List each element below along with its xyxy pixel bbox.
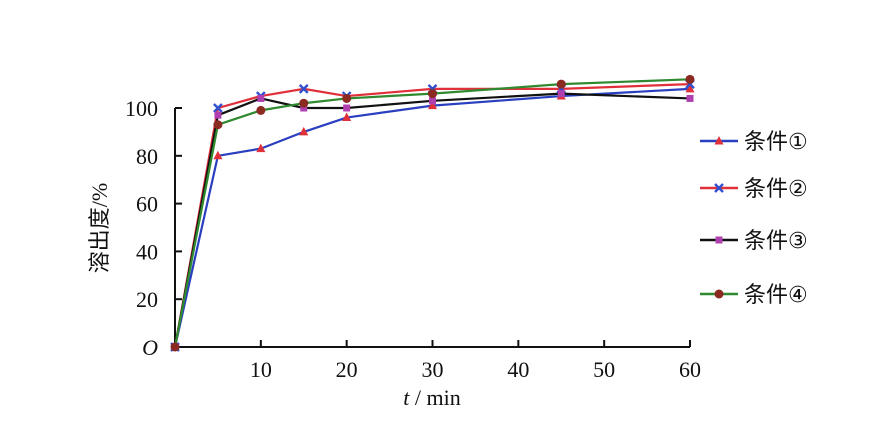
data-point <box>714 289 724 299</box>
series-2 <box>170 79 695 352</box>
data-point <box>170 342 180 352</box>
x-axis-title: t / min <box>403 385 460 410</box>
data-point <box>213 120 223 130</box>
data-point <box>214 111 222 119</box>
data-point <box>428 100 437 110</box>
data-point <box>556 79 566 89</box>
x-ticks: 10 20 30 40 50 60 <box>250 340 701 382</box>
data-point <box>213 150 223 160</box>
data-point <box>299 98 309 108</box>
legend-item-4: 条件④ <box>700 283 808 308</box>
y-axis-title: 溶出度/% <box>87 183 112 273</box>
data-point <box>257 94 265 102</box>
data-point <box>715 236 723 244</box>
legend-label: 条件③ <box>744 229 808 254</box>
legend-item-2: 条件② <box>700 177 808 202</box>
y-tick-label: 100 <box>125 96 158 121</box>
data-point <box>685 83 695 93</box>
legend-item-3: 条件③ <box>700 229 808 254</box>
data-point <box>714 183 724 193</box>
x-axis-title-unit: / min <box>409 385 460 410</box>
data-point <box>557 90 565 98</box>
y-tick-label: 20 <box>136 287 158 312</box>
y-tick-label: 80 <box>136 144 158 169</box>
legend-item-1: 条件① <box>700 130 808 155</box>
data-point <box>300 104 308 112</box>
data-point <box>343 104 351 112</box>
x-tick-label: 30 <box>422 357 444 382</box>
data-point <box>213 103 223 113</box>
data-point <box>298 84 309 94</box>
data-point <box>428 89 437 99</box>
axes <box>174 108 690 348</box>
series-group <box>170 74 695 352</box>
series-4 <box>170 74 695 352</box>
legend-label: 条件④ <box>744 283 808 308</box>
data-point <box>342 112 352 122</box>
data-point <box>686 94 694 102</box>
data-point <box>256 143 266 153</box>
series-3 <box>171 90 694 351</box>
x-tick-label: 60 <box>679 357 701 382</box>
legend-label: 条件② <box>744 177 808 202</box>
data-point <box>256 105 266 115</box>
x-tick-label: 50 <box>593 357 615 382</box>
data-point <box>685 74 695 84</box>
legend: 条件① 条件② 条件③ 条件④ <box>700 130 808 308</box>
series-1 <box>170 83 695 351</box>
data-point <box>429 97 436 105</box>
x-tick-label: 40 <box>507 357 529 382</box>
x-tick-label: 10 <box>250 357 272 382</box>
x-tick-label: 20 <box>336 357 358 382</box>
x-axis-title-var: t <box>403 385 410 410</box>
y-tick-label: 60 <box>136 192 158 217</box>
data-point <box>299 126 309 136</box>
origin-label: O <box>142 335 158 360</box>
y-ticks: 20 40 60 80 100 <box>125 96 182 312</box>
series-line <box>173 92 691 348</box>
y-tick-label: 40 <box>136 239 158 264</box>
legend-label: 条件① <box>744 130 808 155</box>
series-line <box>173 78 691 348</box>
series-line <box>173 87 691 348</box>
series-line <box>173 83 691 348</box>
data-point <box>342 93 352 103</box>
data-point <box>714 136 724 145</box>
